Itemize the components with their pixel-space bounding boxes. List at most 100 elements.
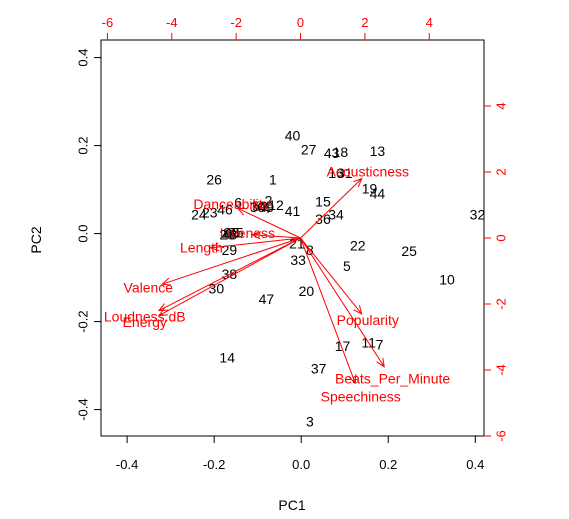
observation-label: 44 <box>370 186 386 202</box>
loading-arrowhead <box>376 357 385 368</box>
observation-label: 27 <box>301 142 317 158</box>
loading-arrowhead <box>157 303 168 312</box>
observation-label: 18 <box>333 144 349 160</box>
top-axis: -6 -4 -2 0 2 4 <box>102 15 433 40</box>
y-axis-title: PC2 <box>28 226 44 253</box>
observation-label: 35 <box>228 224 244 240</box>
loading-label: Acousticness <box>327 163 409 179</box>
top-tick-label: 4 <box>426 15 433 30</box>
observation-label: 4 <box>262 200 270 216</box>
observation-label: 9 <box>223 224 231 240</box>
loading-arrow <box>300 237 385 367</box>
loading-arrow <box>210 237 301 249</box>
bottom-tick-label: 0.4 <box>466 457 484 472</box>
observation-label: 19 <box>362 180 378 196</box>
loading-label: Beats_Per_Minute <box>335 370 450 386</box>
observation-label: 45 <box>224 224 240 240</box>
observation-label: 36 <box>315 211 331 227</box>
bottom-axis: -0.4 -0.2 0.0 0.2 0.4 <box>116 436 484 472</box>
loading-label: Speechiness <box>321 388 401 404</box>
observation-label: 12 <box>268 197 284 213</box>
observation-label: 34 <box>328 207 344 223</box>
loading-arrow <box>158 237 301 316</box>
bottom-tick-label: 0.0 <box>292 457 310 472</box>
x-axis-title: PC1 <box>278 497 305 513</box>
observation-label: 20 <box>299 283 315 299</box>
loading-arrow <box>300 178 363 239</box>
observation-label: 10 <box>439 271 455 287</box>
loading-arrow <box>252 234 301 239</box>
left-tick-label: 0.2 <box>75 137 90 155</box>
observation-label: 39 <box>250 199 266 215</box>
observation-label: 15 <box>315 194 331 210</box>
loading-arrow <box>237 207 301 239</box>
observation-label: 6 <box>234 194 242 210</box>
bottom-tick-label: -0.2 <box>203 457 225 472</box>
observation-label: 46 <box>217 201 233 217</box>
observation-label: 33 <box>290 252 306 268</box>
right-tick-label: 0 <box>493 234 508 241</box>
top-tick-label: -6 <box>102 15 114 30</box>
loading-label: Danceability <box>193 196 269 212</box>
loading-arrow <box>158 237 301 312</box>
observation-label: 22 <box>350 238 366 254</box>
observation-label: 25 <box>401 243 417 259</box>
top-tick-label: 0 <box>297 15 304 30</box>
right-tick-label: -4 <box>493 364 508 376</box>
loading-label: Loudness.dB <box>104 309 186 325</box>
observation-label: 47 <box>259 291 275 307</box>
observation-label: 28 <box>219 227 235 243</box>
loading-arrowhead <box>209 242 220 252</box>
loading-arrowhead <box>353 177 363 188</box>
observation-label: 41 <box>285 203 301 219</box>
observation-label: 43 <box>324 145 340 161</box>
right-tick-label: 4 <box>493 102 508 109</box>
observation-label: 3 <box>306 414 314 430</box>
observation-label: 1 <box>269 172 277 188</box>
observation-label: 13 <box>370 143 386 159</box>
observation-label: 16 <box>328 165 344 181</box>
loading-label: Length <box>180 240 223 256</box>
observation-label: 24 <box>191 207 207 223</box>
observation-label: 48 <box>222 227 238 243</box>
observation-label: 26 <box>206 172 222 188</box>
right-tick-label: -6 <box>493 430 508 442</box>
observation-label: 32 <box>470 207 486 223</box>
bottom-tick-label: 0.2 <box>379 457 397 472</box>
observation-label: 29 <box>222 242 238 258</box>
observation-label: 37 <box>311 361 327 377</box>
loading-arrow <box>300 237 363 315</box>
loading-label: Valence <box>124 280 174 296</box>
loading-arrows <box>157 177 385 385</box>
observation-labels: 1234567891011121314151617181920212223242… <box>191 128 485 430</box>
observation-label: 49 <box>259 199 275 215</box>
top-tick-label: -4 <box>166 15 178 30</box>
right-tick-label: 2 <box>493 168 508 175</box>
observation-label: 42 <box>224 224 240 240</box>
left-tick-label: -0.4 <box>75 398 90 420</box>
loading-arrowhead <box>353 305 363 315</box>
observation-label: 14 <box>219 350 235 366</box>
loading-arrowhead <box>160 277 172 286</box>
loading-arrowhead <box>251 231 261 240</box>
observation-label: 23 <box>202 205 218 221</box>
left-axis: -0.4 -0.2 0.0 0.2 0.4 <box>75 49 101 421</box>
top-tick-label: 2 <box>361 15 368 30</box>
observation-label: 2 <box>265 193 273 209</box>
observation-label: 17 <box>335 338 351 354</box>
loading-arrow <box>300 237 356 384</box>
observation-label: 40 <box>285 128 301 144</box>
loading-label: Liveness <box>220 225 275 241</box>
right-tick-label: -2 <box>493 298 508 310</box>
observation-label: 7 <box>376 337 384 353</box>
bottom-tick-label: -0.4 <box>116 457 138 472</box>
left-tick-label: 0.0 <box>75 225 90 243</box>
loading-label: Energy <box>123 314 167 330</box>
left-tick-label: -0.2 <box>75 310 90 332</box>
observation-label: 5 <box>343 258 351 274</box>
loading-arrow <box>161 237 301 285</box>
loading-arrowhead <box>236 207 247 216</box>
left-tick-label: 0.4 <box>75 49 90 67</box>
